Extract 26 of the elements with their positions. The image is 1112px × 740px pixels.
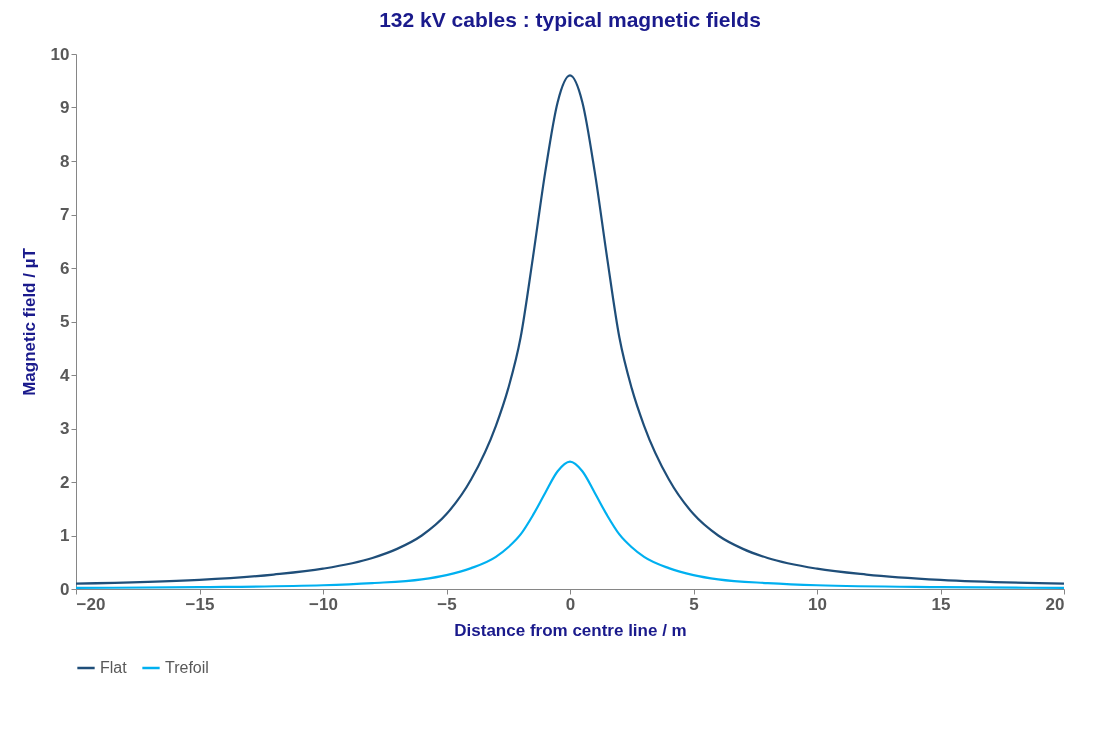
y-axis-title: Magnetic field / µT [19,247,39,396]
x-axis-title: Distance from centre line / m [454,620,687,640]
y-tick-label: 1 [60,526,70,545]
legend-label: Trefoil [165,659,209,676]
x-tick-label: 0 [565,594,576,614]
legend-label: Flat [100,659,128,676]
y-tick-label: 9 [60,98,70,117]
x-tick-label: −20 [76,594,106,614]
y-tick-label: 0 [60,579,70,599]
y-tick-label: 10 [50,44,70,64]
x-tick-label: 20 [1045,594,1065,614]
y-tick-label: 4 [60,365,71,385]
x-tick-label: 15 [931,594,951,614]
y-tick-label: 7 [60,205,70,224]
chart-title: 132 kV cables : typical magnetic fields [379,8,761,31]
y-tick-label: 6 [60,258,70,278]
x-tick-label: 5 [689,594,699,614]
y-tick-label: 3 [60,419,70,438]
y-tick-label: 2 [60,472,70,492]
line-series [74,74,1066,585]
x-tick-label: −10 [309,594,338,614]
x-tick-label: −15 [185,594,215,614]
x-tick-label: 10 [808,594,827,614]
y-tick-label: 8 [60,151,70,171]
y-tick-label: 5 [60,312,70,331]
x-tick-label: −5 [437,594,457,614]
